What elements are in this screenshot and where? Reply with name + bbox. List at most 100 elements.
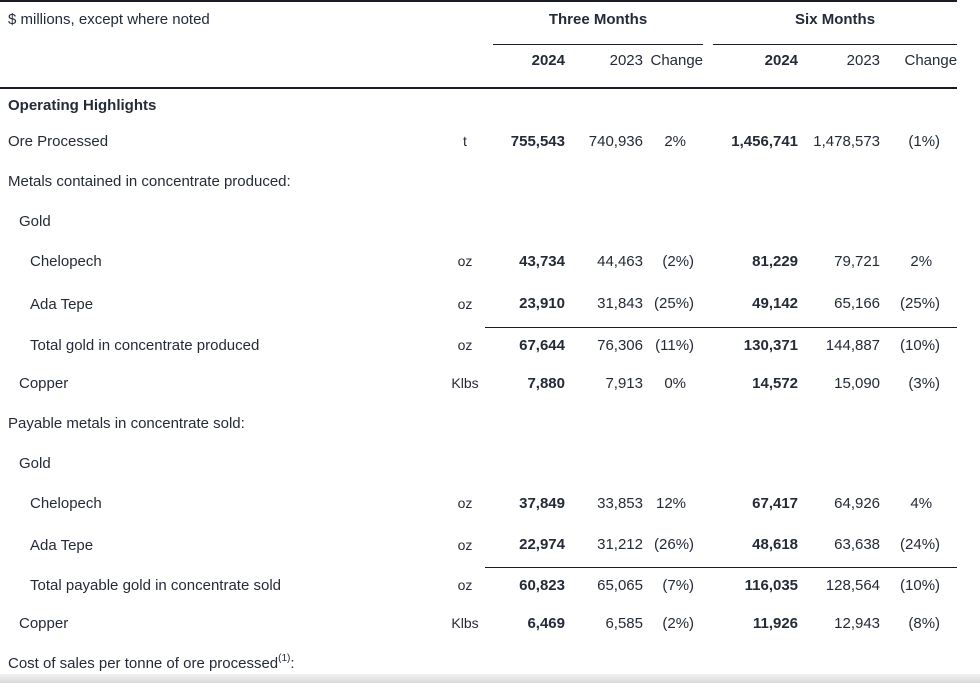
cell-3m-change (643, 88, 703, 121)
cell-6m-2024: 67,417 (752, 494, 799, 512)
cell-3m-change (643, 201, 703, 241)
cell-3m-2024: 23,910 (519, 295, 565, 313)
empty-header-cell (0, 46, 485, 89)
unit-label: oz (457, 337, 473, 353)
col-6m-2024: 2024 (703, 46, 799, 89)
table-body: Operating Highlights Ore Processed t 755,54… (0, 88, 958, 683)
cell-3m-2024: 37,849 (519, 494, 565, 512)
cell-6m-change: (10%) (880, 326, 958, 363)
cell-3m-change (643, 161, 703, 201)
col-3m-2023: 2023 (565, 46, 643, 89)
cell-3m-2023 (565, 403, 643, 443)
cell-3m-2023: 76,306 (565, 326, 643, 363)
unit-label (445, 201, 485, 241)
unit-label (445, 443, 485, 483)
cell-6m-2024: 1,456,741 (731, 132, 799, 150)
cell-6m-change: 2% (910, 252, 933, 270)
cell-6m-2023: 144,887 (798, 326, 881, 363)
cell-6m-2023: 12,943 (834, 614, 881, 632)
row-label: Payable metals in concentrate sold: (8, 414, 245, 432)
cell-6m-change: (25%) (900, 295, 941, 313)
cell-3m-2023: 33,853 (597, 494, 643, 512)
cell-3m-2024: 43,734 (519, 252, 565, 270)
table-row: Total gold in concentrate produced oz 67,6… (0, 326, 958, 363)
cell-6m-change (880, 443, 957, 483)
row-label: Total payable gold in concentrate sold (30, 576, 282, 594)
cell-3m-2023: 7,913 (605, 374, 643, 392)
unit-label: Klbs (451, 375, 479, 391)
cell-3m-2024: 6,469 (527, 614, 565, 632)
cell-6m-change: (3%) (908, 374, 941, 392)
cell-3m-2024: 755,543 (510, 132, 565, 150)
cell-3m-2024 (485, 88, 565, 121)
table-row: Metals contained in concentrate produced… (0, 161, 957, 201)
col-6m-2023: 2023 (798, 46, 881, 89)
cell-3m-2023: 740,936 (588, 132, 643, 150)
unit-label: oz (457, 537, 473, 553)
cell-6m-2024 (703, 201, 798, 241)
row-label: Total gold in concentrate produced (30, 336, 260, 354)
cell-6m-2024 (703, 403, 798, 443)
six-months-group-header: Six Months (713, 2, 958, 45)
row-label: Ada Tepe (30, 536, 94, 554)
cell-3m-2023: 31,212 (597, 536, 643, 554)
page-bottom-edge (0, 674, 980, 683)
cell-3m-change: (7%) (643, 566, 704, 603)
table-row: Cost of sales per tonne of ore processed… (0, 643, 957, 683)
cell-3m-change: (25%) (654, 295, 695, 313)
cell-6m-2023: 1,478,573 (813, 132, 881, 150)
table-row: Total payable gold in concentrate sold oz… (0, 566, 958, 603)
cell-3m-2024 (485, 201, 565, 241)
table-row: Copper Klbs 7,880 7,913 0% 14,572 15,090 (3%) (0, 363, 957, 403)
unit-label (445, 88, 485, 121)
cell-6m-2023: 63,638 (834, 536, 881, 554)
cell-6m-change (880, 201, 957, 241)
cell-3m-2024: 22,974 (519, 536, 565, 554)
col-6m-change: Change (880, 46, 958, 89)
row-label: Metals contained in concentrate produced… (8, 172, 291, 190)
three-months-group-header: Three Months (493, 2, 704, 45)
table-row: Chelopech oz 37,849 33,853 12% 67,417 64,926 4% (0, 483, 957, 523)
cell-6m-2024: 81,229 (752, 252, 799, 270)
row-label: Gold (19, 454, 51, 472)
table-row: Ore Processed t 755,543 740,936 2% 1,456,741 1… (0, 121, 957, 161)
cell-3m-2024 (485, 403, 565, 443)
cell-6m-2023: 64,926 (834, 494, 881, 512)
cell-6m-2023: 15,090 (834, 374, 881, 392)
cell-6m-2024: 49,142 (752, 295, 799, 313)
operating-highlights-table: $ millions, except where noted Three Mon… (0, 0, 958, 683)
table-row: Payable metals in concentrate sold: (0, 403, 957, 443)
unit-label: oz (457, 296, 473, 312)
cell-6m-2023 (798, 443, 880, 483)
table-row: Ada Tepe oz 23,910 31,843 (25%) 49,142 65,166 (… (0, 281, 957, 327)
unit-label: oz (457, 253, 473, 269)
cell-6m-2023: 128,564 (798, 566, 881, 603)
cell-6m-change: (10%) (880, 566, 958, 603)
unit-label (445, 403, 485, 443)
col-3m-change: Change (643, 46, 704, 89)
cell-3m-change: 0% (664, 374, 687, 392)
cell-6m-change (880, 161, 957, 201)
cell-6m-2023 (798, 201, 880, 241)
unit-label: t (463, 133, 467, 149)
unit-label: oz (457, 577, 473, 593)
unit-label (445, 161, 485, 201)
row-label: Copper (19, 374, 69, 392)
cell-6m-change (880, 403, 957, 443)
cell-3m-change: 12% (656, 494, 687, 512)
cell-3m-change: (11%) (643, 326, 704, 363)
table-row: Copper Klbs 6,469 6,585 (2%) 11,926 12,943 (8%) (0, 603, 957, 643)
cell-3m-2024: 60,823 (485, 566, 565, 603)
cell-3m-2023: 65,065 (565, 566, 643, 603)
unit-label: Klbs (451, 615, 479, 631)
cell-3m-2023: 44,463 (597, 252, 643, 270)
cell-3m-2023: 31,843 (597, 295, 643, 313)
group-header-row: $ millions, except where noted Three Mon… (0, 1, 958, 46)
cell-3m-2024: 7,880 (527, 374, 565, 392)
table-row: Chelopech oz 43,734 44,463 (2%) 81,229 79,721 2… (0, 241, 957, 281)
table-row: Gold (0, 443, 957, 483)
cell-6m-change: 4% (910, 494, 933, 512)
cell-3m-2023 (565, 443, 643, 483)
cell-3m-change (643, 403, 703, 443)
